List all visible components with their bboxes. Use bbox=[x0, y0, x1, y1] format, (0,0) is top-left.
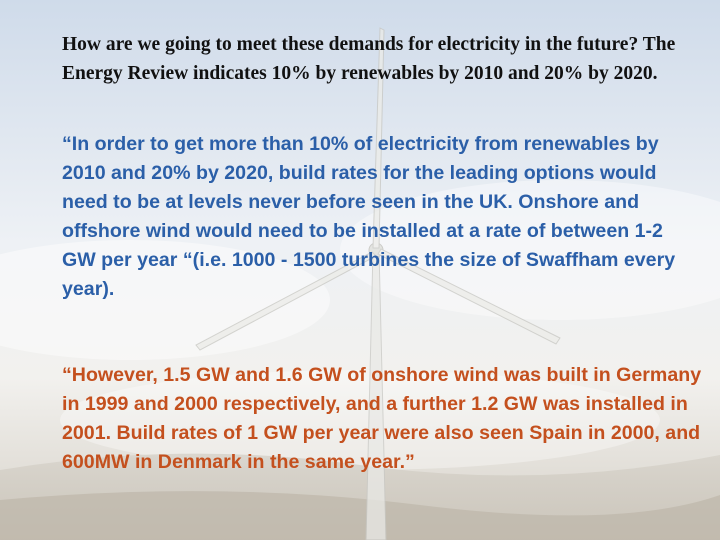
slide-heading: How are we going to meet these demands f… bbox=[62, 34, 676, 84]
quote-build-rates: “In order to get more than 10% of electr… bbox=[62, 133, 676, 300]
quote-other-countries: “However, 1.5 GW and 1.6 GW of onshore w… bbox=[62, 364, 702, 473]
wind-turbine-icon bbox=[195, 27, 561, 540]
